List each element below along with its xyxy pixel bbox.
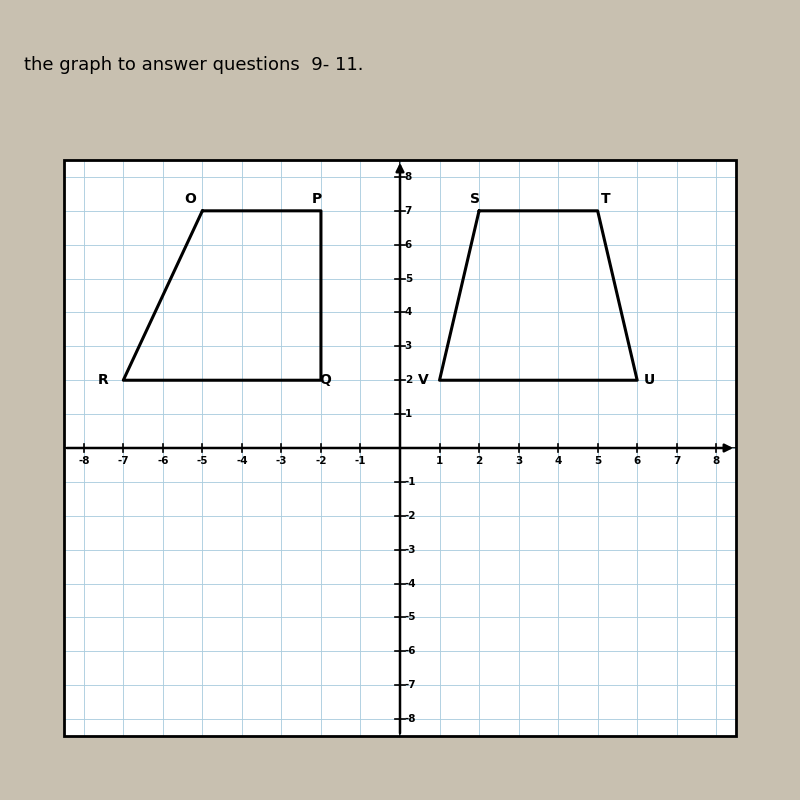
Text: 4: 4 bbox=[405, 307, 412, 318]
Text: 8: 8 bbox=[713, 457, 720, 466]
Text: -5: -5 bbox=[405, 613, 416, 622]
Text: U: U bbox=[643, 374, 654, 387]
Text: T: T bbox=[601, 192, 610, 206]
Text: O: O bbox=[185, 192, 197, 206]
Text: 8: 8 bbox=[405, 172, 412, 182]
Text: -6: -6 bbox=[405, 646, 416, 656]
Text: -8: -8 bbox=[405, 714, 416, 724]
Text: -2: -2 bbox=[315, 457, 326, 466]
Text: -7: -7 bbox=[118, 457, 129, 466]
Text: 4: 4 bbox=[554, 457, 562, 466]
Text: 7: 7 bbox=[405, 206, 412, 216]
Text: 7: 7 bbox=[673, 457, 680, 466]
Text: -6: -6 bbox=[157, 457, 169, 466]
Text: -7: -7 bbox=[405, 680, 416, 690]
Text: -5: -5 bbox=[197, 457, 208, 466]
Text: P: P bbox=[312, 192, 322, 206]
Text: -1: -1 bbox=[405, 477, 416, 487]
Text: 6: 6 bbox=[405, 240, 412, 250]
Text: the graph to answer questions  9- 11.: the graph to answer questions 9- 11. bbox=[24, 56, 363, 74]
Text: -4: -4 bbox=[405, 578, 416, 589]
Text: 6: 6 bbox=[634, 457, 641, 466]
Text: R: R bbox=[98, 374, 109, 387]
Text: -1: -1 bbox=[354, 457, 366, 466]
Text: 3: 3 bbox=[515, 457, 522, 466]
Text: 1: 1 bbox=[405, 409, 412, 419]
Text: -3: -3 bbox=[276, 457, 287, 466]
Text: 1: 1 bbox=[436, 457, 443, 466]
Text: -3: -3 bbox=[405, 545, 416, 554]
Text: V: V bbox=[418, 374, 429, 387]
Text: -8: -8 bbox=[78, 457, 90, 466]
Text: -4: -4 bbox=[236, 457, 248, 466]
Text: -2: -2 bbox=[405, 510, 416, 521]
Text: 2: 2 bbox=[405, 375, 412, 386]
Text: 5: 5 bbox=[405, 274, 412, 283]
Text: Q: Q bbox=[319, 374, 331, 387]
Text: 2: 2 bbox=[475, 457, 482, 466]
Text: 3: 3 bbox=[405, 342, 412, 351]
Text: 5: 5 bbox=[594, 457, 602, 466]
Text: S: S bbox=[470, 192, 480, 206]
